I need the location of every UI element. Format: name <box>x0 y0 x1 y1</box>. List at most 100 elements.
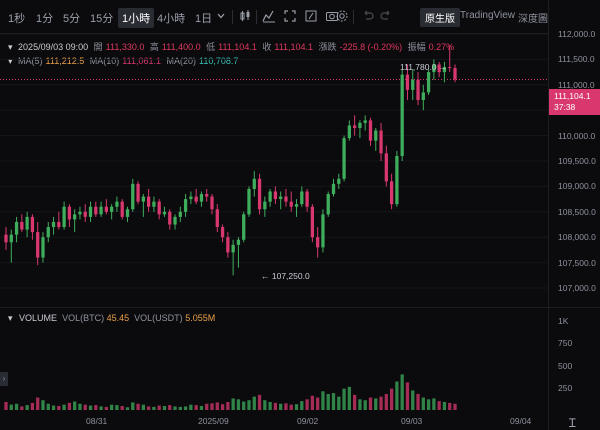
candle-body <box>115 201 119 207</box>
mode-native[interactable]: 原生版 <box>420 8 460 27</box>
candle <box>199 191 204 207</box>
volume-bar <box>368 397 373 410</box>
timeframe-1h[interactable]: 1小時 <box>118 8 155 28</box>
candle-body <box>57 221 61 228</box>
candle-body <box>316 237 320 248</box>
change-label: 漲跌 <box>318 42 337 52</box>
candle-body <box>62 206 66 228</box>
candle-body <box>4 234 8 243</box>
mode-depth[interactable]: 深度圖 <box>518 14 548 25</box>
volume-bar <box>57 405 61 410</box>
candle <box>347 120 351 141</box>
candle <box>14 216 19 243</box>
volume-chart[interactable] <box>0 311 548 411</box>
collapse-caret-icon[interactable]: ▾ <box>8 313 13 323</box>
candle-body <box>125 209 130 217</box>
candle <box>300 186 304 207</box>
drawing-tool-icon[interactable] <box>304 9 318 23</box>
candle-body <box>83 211 87 217</box>
candle-body <box>363 120 367 123</box>
candle <box>363 115 367 131</box>
candle-body <box>210 196 214 210</box>
candle <box>252 171 256 197</box>
candle-type-icon[interactable] <box>238 9 252 23</box>
price-axis-tick: 107,000.0 <box>558 283 596 293</box>
candle <box>110 204 114 220</box>
candle <box>62 201 66 230</box>
candle-body <box>162 211 167 215</box>
timeframe-1m[interactable]: 1分 <box>36 13 54 25</box>
candle <box>268 188 272 207</box>
volume-bar <box>411 390 415 410</box>
vol-usdt-label: VOL(USDT) <box>134 313 183 323</box>
candle-body <box>236 239 241 245</box>
close-label: 收 <box>262 42 272 52</box>
volume-divider[interactable] <box>0 307 600 308</box>
candle-body <box>389 181 394 205</box>
candle-body <box>73 214 77 220</box>
volume-bar <box>78 403 82 410</box>
candle-body <box>442 67 447 73</box>
candle-body <box>120 201 124 217</box>
gear-icon[interactable] <box>335 9 349 23</box>
candle-body <box>242 214 246 240</box>
candle-body <box>131 183 135 210</box>
candle <box>210 194 214 215</box>
price-axis-tick: 111,000.0 <box>558 79 595 90</box>
close-value: 111,104.1 <box>274 42 314 52</box>
candle <box>25 211 29 238</box>
redo-icon[interactable] <box>379 9 393 23</box>
volume-bar <box>20 406 24 410</box>
high-value: 111,400.0 <box>161 42 201 52</box>
candle <box>73 209 77 233</box>
candle <box>395 150 399 207</box>
candle <box>247 186 251 217</box>
candle <box>231 239 235 276</box>
chevron-down-icon[interactable] <box>214 9 228 23</box>
timeframe-1d[interactable]: 1日 <box>195 13 213 25</box>
candle-body <box>273 191 278 200</box>
candle-body <box>421 92 425 101</box>
collapse-caret-icon[interactable]: ▾ <box>8 42 13 52</box>
volume-bar <box>231 398 235 410</box>
low-label: 低 <box>206 42 216 52</box>
expand-side-icon[interactable]: › <box>0 372 8 386</box>
timeframe-5m[interactable]: 5分 <box>63 13 81 25</box>
candle-body <box>247 188 251 215</box>
timeframe-1s[interactable]: 1秒 <box>8 13 26 25</box>
mode-tradingview[interactable]: TradingView <box>460 10 516 21</box>
candle <box>67 204 72 228</box>
text-cursor-icon[interactable]: Ɪ <box>569 416 576 430</box>
candle <box>115 196 119 212</box>
volume-bar <box>210 403 214 410</box>
volume-bar <box>120 405 124 410</box>
candle <box>416 72 420 106</box>
candle-body <box>326 194 330 215</box>
candle <box>78 206 82 220</box>
toolbar-divider <box>256 10 257 24</box>
undo-icon[interactable] <box>361 9 375 23</box>
low-annotation: ← 107,250.0 <box>261 271 310 281</box>
candle <box>183 194 188 217</box>
candle-body <box>284 196 288 202</box>
volume-bar <box>432 398 436 410</box>
volume-bar <box>263 400 267 410</box>
candle-body <box>231 244 235 253</box>
indicators-icon[interactable] <box>262 9 276 23</box>
candle-body <box>416 79 420 101</box>
candle <box>400 69 404 161</box>
candle-body <box>263 201 267 210</box>
volume-bar <box>326 393 330 410</box>
time-axis-tick: 08/31 <box>86 416 108 426</box>
candle-body <box>14 221 19 235</box>
candle <box>448 45 452 73</box>
candle-body <box>300 191 304 205</box>
expand-icon[interactable] <box>283 9 297 23</box>
volume-bar <box>448 402 452 410</box>
collapse-caret-icon[interactable]: ▾ <box>8 56 13 66</box>
candle <box>4 227 8 250</box>
timeframe-15m[interactable]: 15分 <box>90 13 114 25</box>
price-chart[interactable] <box>0 34 548 306</box>
timeframe-4h[interactable]: 4小時 <box>157 13 186 25</box>
candle <box>273 186 278 205</box>
